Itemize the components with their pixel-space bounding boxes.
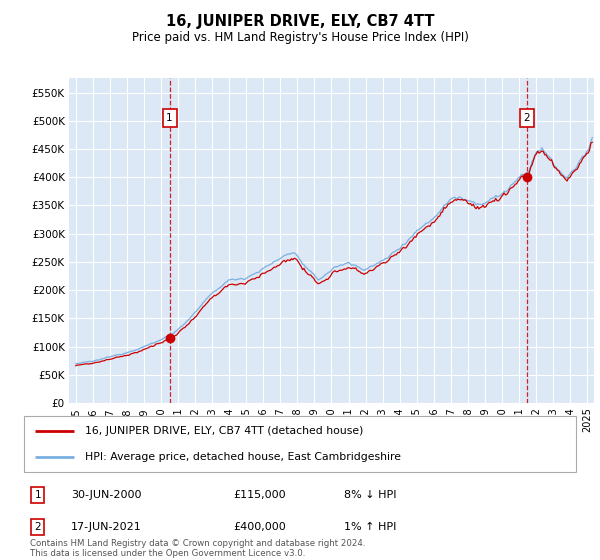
FancyBboxPatch shape (24, 416, 576, 472)
Text: 1: 1 (34, 490, 41, 500)
Text: 17-JUN-2021: 17-JUN-2021 (71, 522, 142, 532)
Text: 1% ↑ HPI: 1% ↑ HPI (344, 522, 397, 532)
Text: 2: 2 (524, 113, 530, 123)
Text: £115,000: £115,000 (234, 490, 286, 500)
Text: Price paid vs. HM Land Registry's House Price Index (HPI): Price paid vs. HM Land Registry's House … (131, 31, 469, 44)
Text: 8% ↓ HPI: 8% ↓ HPI (344, 490, 397, 500)
Text: Contains HM Land Registry data © Crown copyright and database right 2024.
This d: Contains HM Land Registry data © Crown c… (29, 539, 365, 558)
Text: 2: 2 (34, 522, 41, 532)
Text: £400,000: £400,000 (234, 522, 287, 532)
Text: 16, JUNIPER DRIVE, ELY, CB7 4TT (detached house): 16, JUNIPER DRIVE, ELY, CB7 4TT (detache… (85, 426, 363, 436)
Text: HPI: Average price, detached house, East Cambridgeshire: HPI: Average price, detached house, East… (85, 452, 401, 462)
Text: 30-JUN-2000: 30-JUN-2000 (71, 490, 142, 500)
Text: 1: 1 (166, 113, 173, 123)
Text: 16, JUNIPER DRIVE, ELY, CB7 4TT: 16, JUNIPER DRIVE, ELY, CB7 4TT (166, 14, 434, 29)
